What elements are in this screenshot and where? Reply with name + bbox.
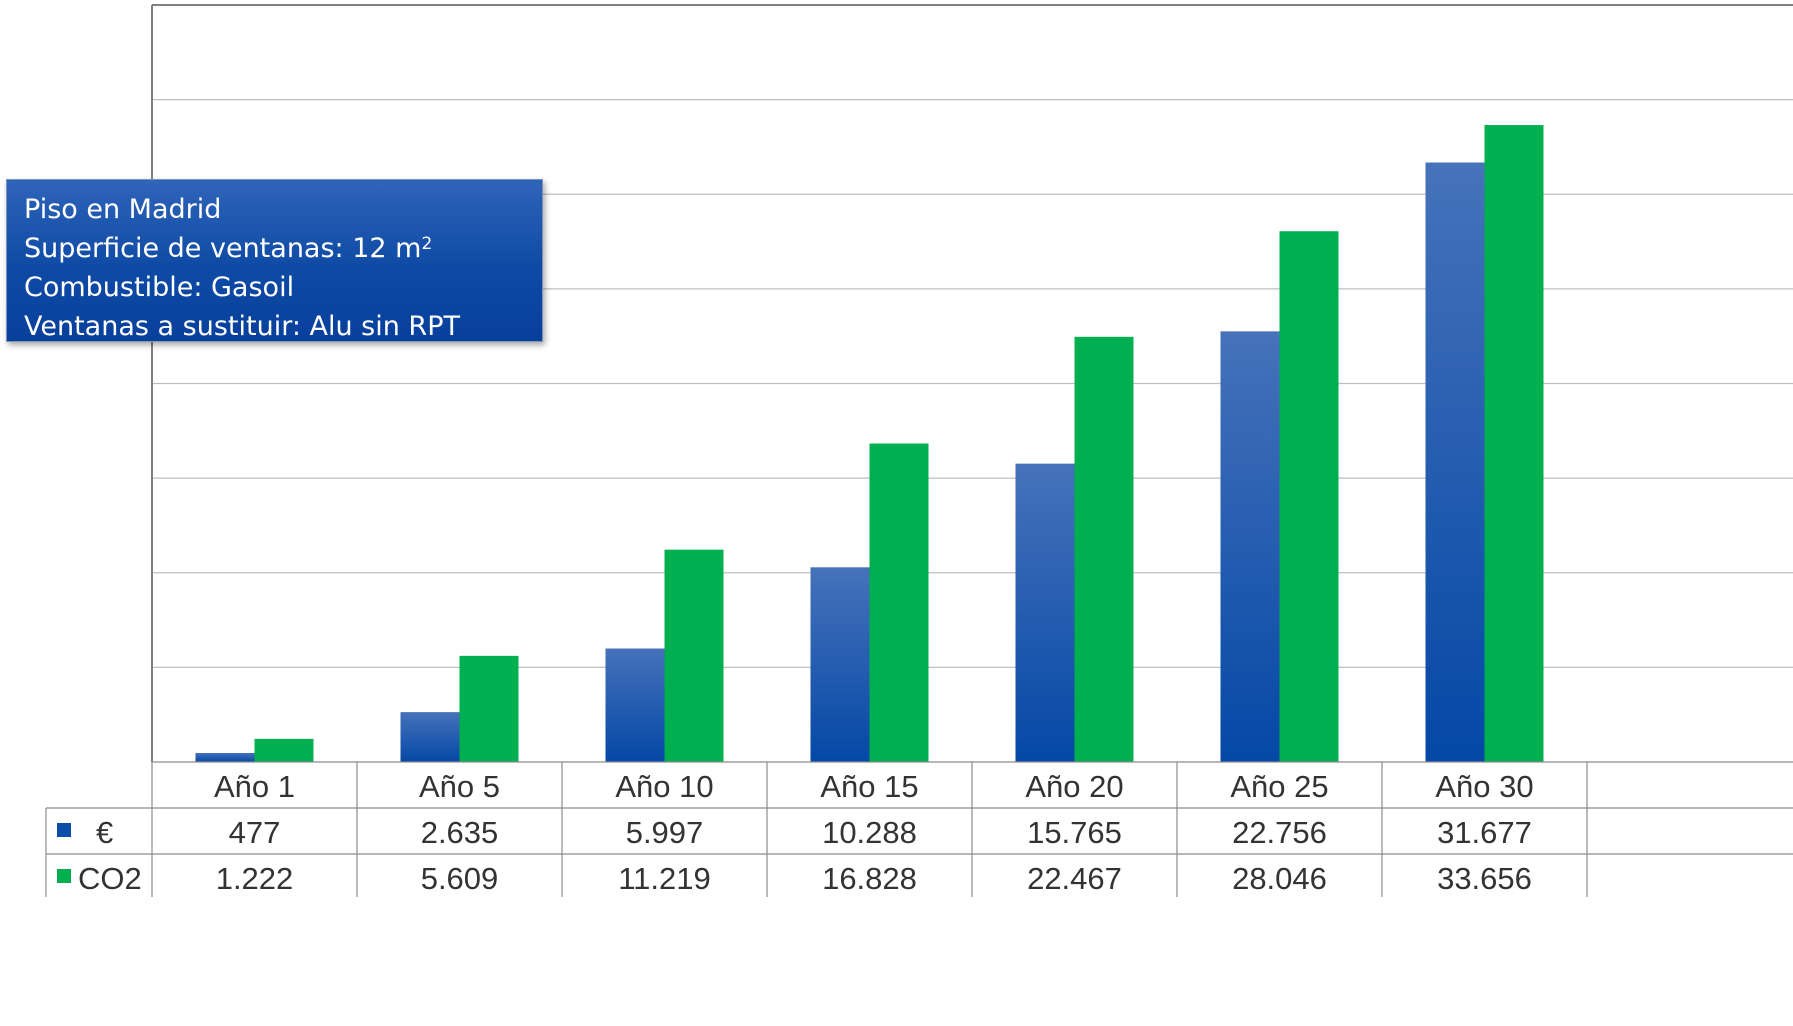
data-label: 16.828 [822,861,917,896]
bar-euro-4 [810,567,870,762]
data-label: 33.656 [1437,861,1532,896]
plot-area [151,4,1793,762]
data-label: 5.609 [421,861,499,896]
info-box: Piso en Madrid Superficie de ventanas: 1… [6,179,543,342]
data-label: 22.467 [1027,861,1122,896]
bar-co2-4 [869,443,929,762]
data-label: 11.219 [618,861,711,896]
bar-euro-6 [1220,331,1280,762]
x-tick-label: Año 15 [820,769,918,804]
bar-co2-2 [459,655,519,762]
data-label: 2.635 [421,815,499,850]
bar-co2-6 [1279,231,1339,763]
data-label: 22.756 [1232,815,1327,850]
bar-euro-5 [1015,463,1075,762]
x-tick-label: Año 5 [419,769,500,804]
bar-co2-5 [1074,336,1134,762]
bars [195,125,1544,763]
bar-euro-7 [1425,162,1485,763]
bar-co2-1 [254,738,314,762]
bar-co2-3 [664,549,724,762]
info-line-fuel: Combustible: Gasoil [24,272,295,303]
data-label: 5.997 [626,815,704,850]
data-label: 15.765 [1027,815,1122,850]
x-tick-label: Año 10 [615,769,713,804]
info-line-window-area: Superficie de ventanas: 12 m2 [24,229,542,268]
bar-co2-7 [1484,125,1544,763]
bar-euro-1 [195,752,255,762]
info-line-location: Piso en Madrid [24,194,222,225]
x-tick-label: Año 20 [1025,769,1123,804]
legend-swatch-co2 [57,869,71,883]
legend-label-co2: CO2 [78,861,142,896]
info-line-windows: Ventanas a sustituir: Alu sin RPT [24,311,460,342]
bar-euro-2 [400,712,460,762]
data-label: 28.046 [1232,861,1327,896]
x-tick-label: Año 1 [214,769,295,804]
x-tick-label: Año 25 [1230,769,1328,804]
data-label: 477 [229,815,281,850]
info-window-area-unit-sup: 2 [421,234,433,254]
data-label: 31.677 [1437,815,1532,850]
bar-euro-3 [605,648,665,762]
legend-swatch-euro [57,823,71,837]
data-table: Año 1 Año 5 Año 10 Año 15 Año 20 Año 25 Año 30… [45,761,1793,897]
x-tick-label: Año 30 [1435,769,1533,804]
data-label: 10.288 [822,815,917,850]
data-label: 1.222 [216,861,294,896]
info-window-area-text: Superficie de ventanas: 12 m [24,233,422,264]
legend-label-euro: € [96,815,113,850]
